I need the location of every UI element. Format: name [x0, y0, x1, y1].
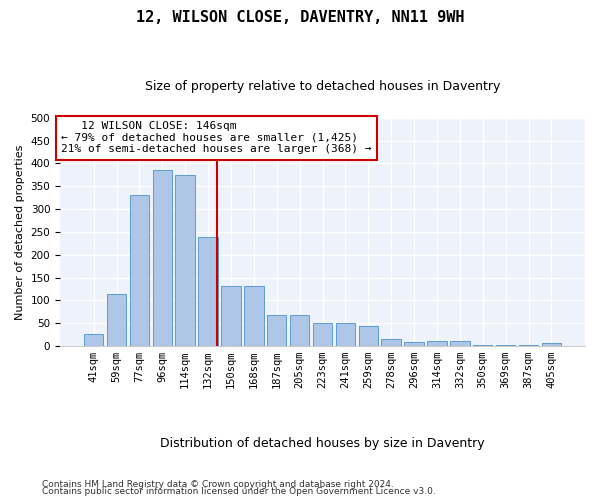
Bar — [175, 175, 195, 346]
Bar — [84, 334, 103, 346]
Text: Contains HM Land Registry data © Crown copyright and database right 2024.: Contains HM Land Registry data © Crown c… — [42, 480, 394, 489]
Bar — [519, 345, 538, 346]
Bar — [359, 326, 378, 346]
Bar — [221, 286, 241, 346]
Bar — [542, 343, 561, 346]
Bar — [404, 342, 424, 346]
Bar — [152, 170, 172, 346]
Bar — [473, 344, 493, 346]
Bar — [382, 339, 401, 346]
Bar — [290, 315, 310, 346]
Bar — [313, 323, 332, 346]
X-axis label: Distribution of detached houses by size in Daventry: Distribution of detached houses by size … — [160, 437, 485, 450]
Bar — [130, 196, 149, 346]
Y-axis label: Number of detached properties: Number of detached properties — [15, 144, 25, 320]
Bar — [496, 345, 515, 346]
Bar — [335, 323, 355, 346]
Bar — [199, 238, 218, 346]
Bar — [427, 342, 446, 346]
Bar — [267, 315, 286, 346]
Bar — [450, 342, 470, 346]
Bar — [244, 286, 263, 346]
Text: Contains public sector information licensed under the Open Government Licence v3: Contains public sector information licen… — [42, 487, 436, 496]
Text: 12, WILSON CLOSE, DAVENTRY, NN11 9WH: 12, WILSON CLOSE, DAVENTRY, NN11 9WH — [136, 10, 464, 25]
Bar — [107, 294, 126, 346]
Text: 12 WILSON CLOSE: 146sqm
← 79% of detached houses are smaller (1,425)
21% of semi: 12 WILSON CLOSE: 146sqm ← 79% of detache… — [61, 121, 371, 154]
Title: Size of property relative to detached houses in Daventry: Size of property relative to detached ho… — [145, 80, 500, 93]
